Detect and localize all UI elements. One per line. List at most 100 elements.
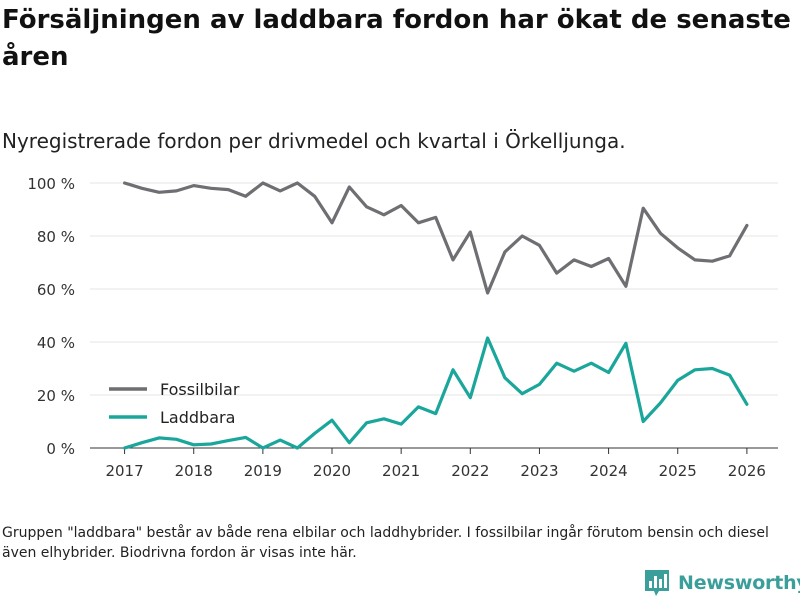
x-tick-label: 2026: [728, 462, 766, 480]
data-point-laddbara: [261, 446, 264, 449]
data-point-laddbara: [607, 371, 610, 374]
data-point-laddbara: [521, 392, 524, 395]
data-point-laddbara: [365, 421, 368, 424]
data-point-laddbara: [572, 370, 575, 373]
data-point-laddbara: [158, 436, 161, 439]
data-point-laddbara: [434, 412, 437, 415]
data-point-laddbara: [590, 362, 593, 365]
data-point-fossilbilar: [209, 187, 212, 190]
data-point-laddbara: [624, 342, 627, 345]
data-point-laddbara: [417, 405, 420, 408]
data-point-laddbara: [745, 403, 748, 406]
data-point-laddbara: [451, 368, 454, 371]
data-point-fossilbilar: [140, 187, 143, 190]
x-axis-ticks: 2017 2018 2019 2020 2021 2022 2023 2024 2025 2026: [105, 448, 766, 480]
data-point-laddbara: [728, 374, 731, 377]
data-point-laddbara: [348, 441, 351, 444]
data-point-fossilbilar: [503, 250, 506, 253]
data-point-fossilbilar: [555, 272, 558, 275]
data-point-laddbara: [330, 419, 333, 422]
data-point-laddbara: [676, 379, 679, 382]
data-point-fossilbilar: [711, 260, 714, 263]
data-point-fossilbilar: [348, 185, 351, 188]
data-point-laddbara: [382, 417, 385, 420]
series-line-fossilbilar: [122, 181, 749, 295]
legend: Fossilbilar Laddbara: [109, 380, 240, 427]
data-point-laddbara: [313, 432, 316, 435]
data-point-fossilbilar: [296, 181, 299, 184]
brand-name: Newsworthy: [678, 572, 800, 594]
y-tick-label: 0 %: [46, 440, 75, 458]
legend-label-laddbara: Laddbara: [160, 408, 235, 427]
data-point-laddbara: [123, 446, 126, 449]
y-tick-label: 80 %: [37, 228, 75, 246]
data-point-laddbara: [175, 438, 178, 441]
x-tick-label: 2022: [451, 462, 489, 480]
x-tick-label: 2021: [382, 462, 420, 480]
y-tick-label: 100 %: [27, 175, 75, 193]
data-point-laddbara: [711, 367, 714, 370]
data-point-fossilbilar: [572, 258, 575, 261]
data-point-fossilbilar: [469, 230, 472, 233]
data-point-laddbara: [486, 336, 489, 339]
data-point-fossilbilar: [642, 207, 645, 210]
data-point-fossilbilar: [400, 204, 403, 207]
data-point-fossilbilar: [451, 258, 454, 261]
data-point-fossilbilar: [486, 291, 489, 294]
data-point-fossilbilar: [175, 189, 178, 192]
legend-label-fossilbilar: Fossilbilar: [160, 380, 240, 399]
data-point-fossilbilar: [659, 232, 662, 235]
line-chart: 0 % 20 % 40 % 60 % 80 % 100 % 2017 2018 2019 202…: [27, 175, 778, 480]
data-point-fossilbilar: [728, 254, 731, 257]
data-point-fossilbilar: [434, 216, 437, 219]
data-point-fossilbilar: [227, 188, 230, 191]
data-point-laddbara: [244, 436, 247, 439]
y-tick-label: 20 %: [37, 387, 75, 405]
data-point-laddbara: [400, 423, 403, 426]
data-point-fossilbilar: [244, 195, 247, 198]
series-line-laddbara: [122, 336, 749, 450]
data-point-fossilbilar: [745, 224, 748, 227]
data-point-fossilbilar: [330, 221, 333, 224]
chart-title: Försäljningen av laddbara fordon har öka…: [2, 5, 791, 72]
newsworthy-logo-icon: [645, 570, 669, 596]
series-lines: [122, 181, 749, 450]
grid-lines: [90, 182, 778, 396]
x-tick-label: 2023: [520, 462, 558, 480]
y-tick-label: 40 %: [37, 334, 75, 352]
data-point-fossilbilar: [158, 191, 161, 194]
data-point-fossilbilar: [693, 258, 696, 261]
data-point-fossilbilar: [607, 257, 610, 260]
data-point-fossilbilar: [123, 181, 126, 184]
data-point-fossilbilar: [624, 285, 627, 288]
data-point-laddbara: [693, 368, 696, 371]
x-tick-label: 2017: [105, 462, 143, 480]
data-point-fossilbilar: [261, 181, 264, 184]
data-point-laddbara: [538, 383, 541, 386]
y-axis-ticks: 0 % 20 % 40 % 60 % 80 % 100 %: [27, 175, 75, 458]
data-point-fossilbilar: [192, 184, 195, 187]
data-point-laddbara: [659, 401, 662, 404]
x-tick-label: 2020: [313, 462, 351, 480]
data-point-fossilbilar: [365, 205, 368, 208]
data-point-fossilbilar: [279, 189, 282, 192]
data-point-fossilbilar: [590, 265, 593, 268]
data-point-fossilbilar: [382, 213, 385, 216]
data-point-fossilbilar: [521, 234, 524, 237]
x-tick-label: 2025: [659, 462, 697, 480]
data-point-laddbara: [296, 446, 299, 449]
data-point-laddbara: [192, 443, 195, 446]
data-point-fossilbilar: [313, 195, 316, 198]
data-point-laddbara: [140, 441, 143, 444]
chart-subtitle: Nyregistrerade fordon per drivmedel och …: [2, 129, 626, 153]
data-point-laddbara: [469, 396, 472, 399]
data-point-fossilbilar: [676, 246, 679, 249]
footnote: Gruppen "laddbara" består av både rena e…: [2, 525, 769, 561]
data-point-laddbara: [279, 438, 282, 441]
x-tick-label: 2019: [244, 462, 282, 480]
data-point-fossilbilar: [417, 221, 420, 224]
data-point-laddbara: [227, 439, 230, 442]
data-point-laddbara: [209, 442, 212, 445]
data-point-laddbara: [503, 376, 506, 379]
x-tick-label: 2018: [175, 462, 213, 480]
